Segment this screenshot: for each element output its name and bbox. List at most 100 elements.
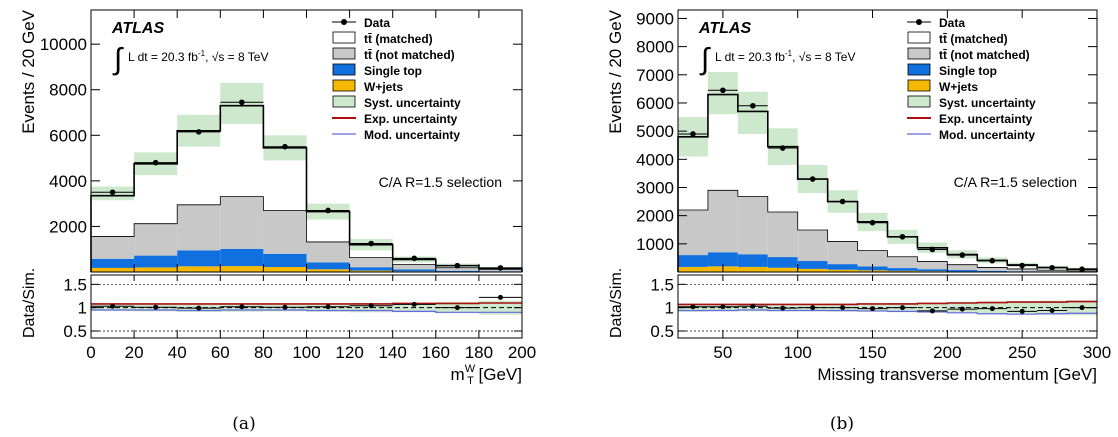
single-top-bar [977, 270, 1008, 272]
data-point [929, 246, 936, 253]
data-point [1079, 266, 1085, 272]
ratio-y-tick-label: 1 [78, 299, 87, 318]
energy-symbol: √s [799, 50, 812, 64]
y-tick-label: 2000 [636, 207, 674, 226]
ttbar-not-matched-bar [707, 190, 738, 253]
legend-ttbar-not-matched-label: tt̄ (not matched) [364, 48, 455, 62]
syst-band [707, 71, 738, 115]
ttbar-not-matched-bar [306, 241, 350, 263]
data-point [809, 176, 816, 182]
ratio-point [929, 308, 935, 314]
single-top-bar [737, 254, 768, 267]
lumi-label: L dt = 20.3 fb-1, √s = 8 TeV [715, 49, 856, 64]
ttbar-not-matched-bar [977, 267, 1008, 271]
legend: Data tt̄ (matched) tt̄ (not matched) Single… [907, 16, 1036, 142]
wjets-bar [767, 267, 798, 272]
ratio-y-tick-label: 0.5 [650, 322, 674, 341]
y-tick-label: 5000 [636, 122, 674, 141]
data-point [282, 143, 288, 150]
legend-single-top-label: Single top [939, 64, 997, 78]
data-point [109, 189, 116, 196]
wjets-bar [737, 266, 768, 272]
legend-exp-label: Exp. uncertainty [364, 112, 458, 126]
wjets-bar [306, 269, 350, 272]
ratio-syst-band [917, 302, 948, 313]
y-axis-title: Events / 20 GeV [606, 9, 625, 133]
panel-caption: (a) [232, 414, 255, 434]
wjets-bar [797, 268, 828, 272]
ratio-point [690, 304, 696, 310]
legend-single_top-swatch [907, 63, 931, 76]
legend-syst-label: Syst. uncertainty [364, 96, 461, 110]
ratio-plot-frame [677, 274, 1098, 339]
ttbar-not-matched-bar [737, 196, 768, 255]
legend-wjets-swatch [332, 79, 356, 92]
legend-wjets-label: W+jets [939, 80, 978, 94]
legend-syst-swatch [332, 95, 356, 108]
energy-value: = 8 TeV [811, 50, 855, 64]
selection-label: C/A R=1.5 selection [379, 174, 502, 190]
single-top-bar [678, 255, 708, 267]
y-tick-label: 3000 [636, 178, 674, 197]
ttbar-not-matched-bar [392, 264, 436, 270]
ttbar-not-matched-bar [263, 210, 307, 254]
wjets-bar [263, 266, 307, 272]
y-tick-label: 9000 [636, 9, 674, 28]
wjets-bar [349, 270, 393, 272]
legend-exp-label: Exp. uncertainty [939, 112, 1033, 126]
lumi-text: L dt = 20.3 fb [128, 50, 198, 64]
x-axis-title-main: Missing transverse momentum [817, 365, 1048, 384]
ratio-point [750, 303, 756, 309]
data-point [368, 240, 374, 247]
energy-value: = 8 TeV [224, 50, 268, 64]
legend-ttbar-matched-label: tt̄ (matched) [364, 32, 433, 46]
ratio-point [1079, 305, 1085, 311]
data-points [678, 87, 1097, 272]
ttbar-not-matched-bar [349, 257, 393, 268]
y-tick-label: 4000 [49, 172, 87, 191]
syst-band [737, 91, 768, 134]
energy-symbol: √s [212, 50, 225, 64]
ttbar-not-matched-bar [917, 261, 948, 270]
data-point [195, 129, 202, 135]
x-tick-label: 180 [465, 343, 493, 362]
x-tick-label: 200 [933, 343, 961, 362]
ratio-point [989, 306, 995, 312]
ratio-point [153, 304, 159, 310]
energy-sep: , [792, 50, 799, 64]
legend-mod-label: Mod. uncertainty [364, 128, 460, 142]
ratio-point [810, 305, 816, 311]
y-tick-label: 1000 [636, 235, 674, 254]
ratio-exp-line [91, 302, 522, 305]
data-point [454, 262, 461, 269]
data-point [239, 99, 245, 106]
legend-syst-label: Syst. uncertainty [939, 96, 1036, 110]
data-point [1049, 264, 1055, 271]
ratio-y-axis-title: Data/Sim. [21, 268, 38, 338]
ratio-point [239, 304, 245, 310]
ratio-point [780, 305, 786, 311]
x-tick-label: 300 [1083, 343, 1111, 362]
chart-panel-b: 1000 2000 3000 4000 5000 6000 7000 8000 9000 Even… [606, 9, 1111, 434]
ratio-point [1049, 307, 1055, 313]
single-top-bar [947, 270, 978, 272]
single-top-bar [435, 270, 479, 272]
ratio-y-tick-label: 1.5 [63, 275, 87, 294]
single-top-bar [767, 257, 798, 268]
ratio-point [454, 305, 460, 311]
ttbar-not-matched-bar [857, 250, 888, 267]
main-plot-frame [677, 9, 1098, 273]
single-top-bar [177, 250, 221, 267]
x-tick-label: 250 [1008, 343, 1036, 362]
legend-wjets-label: W+jets [364, 80, 403, 94]
stack-group [678, 190, 1097, 272]
lumi-exponent: -1 [785, 49, 793, 58]
ratio-y-tick-label: 0.5 [63, 322, 87, 341]
data-point [959, 252, 966, 258]
data-point [325, 207, 331, 214]
ttbar-not-matched-bar [91, 236, 135, 259]
ttbar-not-matched-bar [220, 196, 264, 249]
ratio-y-axis-title: Data/Sim. [608, 268, 625, 338]
data-point [779, 145, 786, 151]
